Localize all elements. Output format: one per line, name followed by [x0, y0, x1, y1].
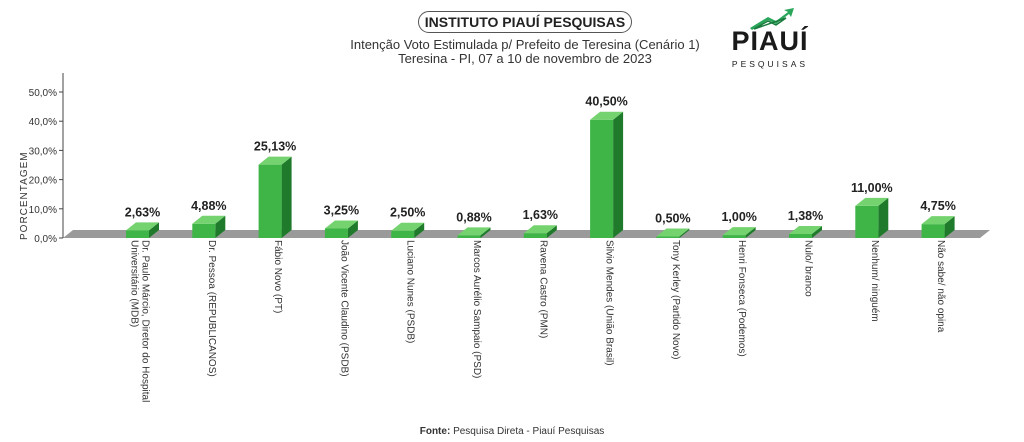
source-label: Fonte: [419, 426, 451, 437]
bar-side [679, 228, 690, 238]
bar-side [546, 225, 557, 238]
chart-date-line: Teresina - PI, 07 a 10 de novembro de 20… [398, 51, 652, 66]
bar-side [812, 225, 822, 238]
bar-top [391, 222, 425, 231]
x-tick-label-line: Henri Fonseca (Podemos) [736, 240, 747, 357]
bar [855, 205, 879, 238]
source-text: Pesquisa Direta - Piauí Pesquisas [453, 426, 605, 437]
data-label: 11,00% [851, 181, 893, 195]
x-tick-label: Dr. Pessoa (REPUBLICANOS) [206, 240, 217, 377]
data-label: 4,75% [920, 199, 955, 213]
x-tick-label: Nenhum/ ninguém [869, 240, 880, 322]
bar-top [656, 228, 690, 237]
logo-arrow-icon [750, 8, 794, 30]
x-tick-label-line: Fábio Novo (PT) [272, 240, 283, 313]
bar [523, 233, 547, 238]
bar-top [126, 222, 159, 231]
institute-title: INSTITUTO PIAUÍ PESQUISAS [424, 14, 626, 30]
data-label: 1,38% [788, 209, 823, 223]
bar [656, 236, 680, 238]
source-note: Fonte: Pesquisa Direta - Piauí Pesquisas [0, 426, 1024, 437]
data-label: 25,13% [254, 140, 296, 154]
bar-top [789, 225, 822, 234]
bar-top [324, 220, 358, 229]
bar [722, 235, 746, 238]
data-label: 2,63% [125, 205, 160, 219]
bar-side [745, 227, 756, 238]
bar [126, 230, 149, 238]
bar [391, 230, 415, 238]
x-tick-label-line: Nulo/ branco [803, 240, 814, 297]
x-tick-label-line: Marcos Aurélio Sampaio (PSD) [471, 240, 482, 378]
logo-word: PIAUÍ [731, 26, 809, 56]
x-tick-label-line: Luciano Nunes (PSDB) [405, 240, 416, 343]
bar-top [855, 197, 889, 206]
x-tick-label: João Vicente Claudino (PSDB) [338, 240, 349, 377]
piaui-pesquisas-logo: PIAUÍ PESQUISAS [728, 8, 812, 72]
x-tick-label-line: Silvio Mendes (União Brasil) [604, 240, 615, 366]
y-axis-label: PORCENTAGEM [19, 151, 30, 240]
chart-title-badge: INSTITUTO PIAUÍ PESQUISAS [418, 11, 632, 33]
x-tick-label-line: João Vicente Claudino (PSDB) [338, 240, 349, 377]
x-tick-label-line: Nenhum/ ninguém [869, 240, 880, 322]
bar-side [414, 222, 425, 238]
data-label: 0,50% [655, 212, 690, 226]
bar [590, 119, 614, 238]
bar [258, 164, 282, 238]
x-tick-label: Não sabe/ não opina [935, 240, 946, 333]
bar-side [347, 220, 358, 238]
bar-top [590, 111, 624, 120]
bar [324, 228, 348, 238]
data-label: 3,25% [324, 204, 359, 218]
x-tick-label: Marcos Aurélio Sampaio (PSD) [471, 240, 482, 378]
bar [457, 235, 481, 238]
x-tick-label: Fábio Novo (PT) [272, 240, 283, 313]
bar-top [258, 156, 292, 165]
bar-side [878, 197, 889, 238]
x-tick-label: Luciano Nunes (PSDB) [405, 240, 416, 343]
y-tick-label: 50,0% [29, 88, 57, 99]
bar [192, 223, 216, 238]
bar-side [613, 111, 624, 238]
data-label: 4,88% [191, 199, 226, 213]
bar-top [192, 215, 226, 224]
chart-subtitle: Intenção Voto Estimulada p/ Prefeito de … [350, 37, 700, 52]
x-tick-label: Nulo/ branco [803, 240, 814, 297]
y-tick-label: 40,0% [29, 117, 57, 128]
data-label: 1,00% [721, 210, 756, 224]
x-tick-label: Henri Fonseca (Podemos) [736, 240, 747, 357]
bar-side [281, 156, 292, 238]
x-tick-label-line: Dr. Paulo Márcio, Diretor do Hospital [140, 240, 151, 402]
x-tick-label: Dr. Paulo Márcio, Diretor do HospitalUni… [129, 240, 151, 402]
data-label: 0,88% [456, 210, 491, 224]
x-tick-label-line: Ravena Castro (PMN) [537, 240, 548, 338]
bar-side [944, 216, 955, 238]
y-tick-label: 10,0% [29, 205, 57, 216]
x-tick-label: Tony Kerley (Partido Novo) [670, 240, 681, 360]
x-tick-label-line: Universitário (MDB) [129, 240, 140, 327]
bar-top [523, 225, 557, 234]
y-tick-label: 30,0% [29, 146, 57, 157]
y-tick-label: 0,0% [34, 234, 57, 245]
x-tick-label: Ravena Castro (PMN) [537, 240, 548, 338]
x-tick-label-line: Não sabe/ não opina [935, 240, 946, 333]
y-tick-label: 20,0% [29, 176, 57, 187]
bar-top [722, 227, 756, 236]
logo-subtext: PESQUISAS [731, 59, 809, 69]
x-tick-label: Silvio Mendes (União Brasil) [604, 240, 615, 366]
data-label: 1,63% [523, 208, 558, 222]
bar-side [480, 227, 491, 238]
bar-side [149, 222, 159, 238]
bar [789, 233, 812, 238]
bar-top [457, 227, 491, 236]
data-label: 40,50% [585, 95, 627, 109]
x-tick-label-line: Tony Kerley (Partido Novo) [670, 240, 681, 360]
data-label: 2,50% [390, 206, 425, 220]
x-tick-label-line: Dr. Pessoa (REPUBLICANOS) [206, 240, 217, 377]
bar-side [215, 215, 226, 238]
bar [921, 224, 945, 238]
bar-top [921, 216, 955, 225]
